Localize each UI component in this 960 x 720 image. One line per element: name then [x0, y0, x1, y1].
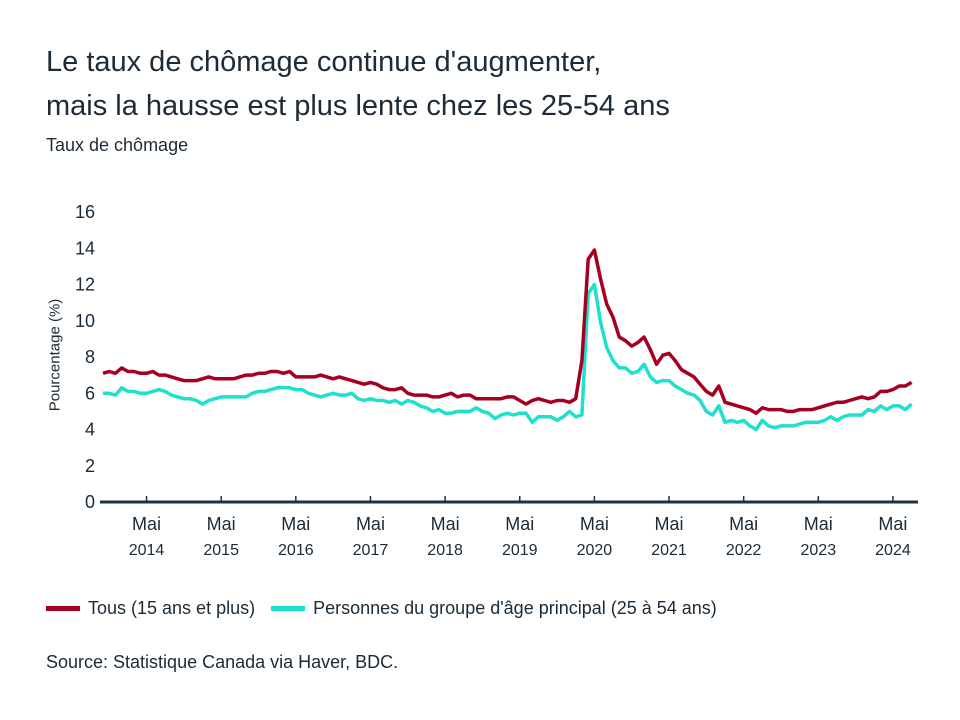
legend-swatch-core-age: [271, 606, 306, 611]
chart-title: Le taux de chômage continue d'augmenter,…: [46, 40, 670, 128]
x-tick-year: 2018: [427, 542, 463, 559]
x-tick-year: 2017: [353, 542, 389, 559]
series-line-core-age: [103, 282, 913, 432]
x-tick-month: Mai: [431, 514, 460, 534]
x-tick-year: 2014: [129, 542, 165, 559]
x-tick-month: Mai: [281, 514, 310, 534]
x-tick-month: Mai: [580, 514, 609, 534]
y-tick-label: 2: [85, 456, 95, 476]
title-line-2: mais la hausse est plus lente chez les 2…: [46, 90, 670, 122]
series-line-all: [102, 248, 913, 415]
chart-subtitle: Taux de chômage: [46, 135, 189, 155]
x-tick-month: Mai: [655, 514, 684, 534]
x-tick-month: Mai: [804, 514, 833, 534]
x-tick-year: 2015: [203, 542, 239, 559]
title-line-1: Le taux de chômage continue d'augmenter,: [46, 46, 602, 78]
x-tick-month: Mai: [207, 514, 236, 534]
x-tick-year: 2020: [577, 542, 613, 559]
x-tick-year: 2021: [651, 542, 687, 559]
legend-item-core-age: Personnes du groupe d'âge principal (25 …: [271, 598, 717, 619]
x-tick-year: 2024: [875, 542, 911, 559]
legend-item-all: Tous (15 ans et plus): [46, 598, 255, 619]
x-tick-month: Mai: [356, 514, 385, 534]
y-tick-label: 14: [75, 238, 95, 258]
x-tick-year: 2023: [801, 542, 837, 559]
x-tick-month: Mai: [878, 514, 907, 534]
y-tick-label: 0: [85, 492, 95, 512]
y-tick-label: 16: [75, 202, 95, 222]
x-tick-month: Mai: [132, 514, 161, 534]
x-tick-year: 2016: [278, 542, 314, 559]
x-tick-year: 2019: [502, 542, 538, 559]
y-tick-label: 12: [75, 275, 95, 295]
legend-swatch-all: [46, 606, 80, 611]
x-tick-month: Mai: [729, 514, 758, 534]
legend-label-all: Tous (15 ans et plus): [88, 598, 256, 618]
source-note: Source: Statistique Canada via Haver, BD…: [46, 652, 399, 672]
x-tick-year: 2022: [726, 542, 762, 559]
y-tick-label: 8: [85, 347, 95, 367]
legend: Tous (15 ans et plus) Personnes du group…: [46, 598, 717, 619]
y-tick-label: 10: [75, 311, 95, 331]
y-tick-label: 6: [85, 383, 95, 403]
legend-label-core-age: Personnes du groupe d'âge principal (25 …: [313, 598, 717, 618]
x-tick-month: Mai: [505, 514, 534, 534]
y-tick-label: 4: [85, 420, 95, 440]
